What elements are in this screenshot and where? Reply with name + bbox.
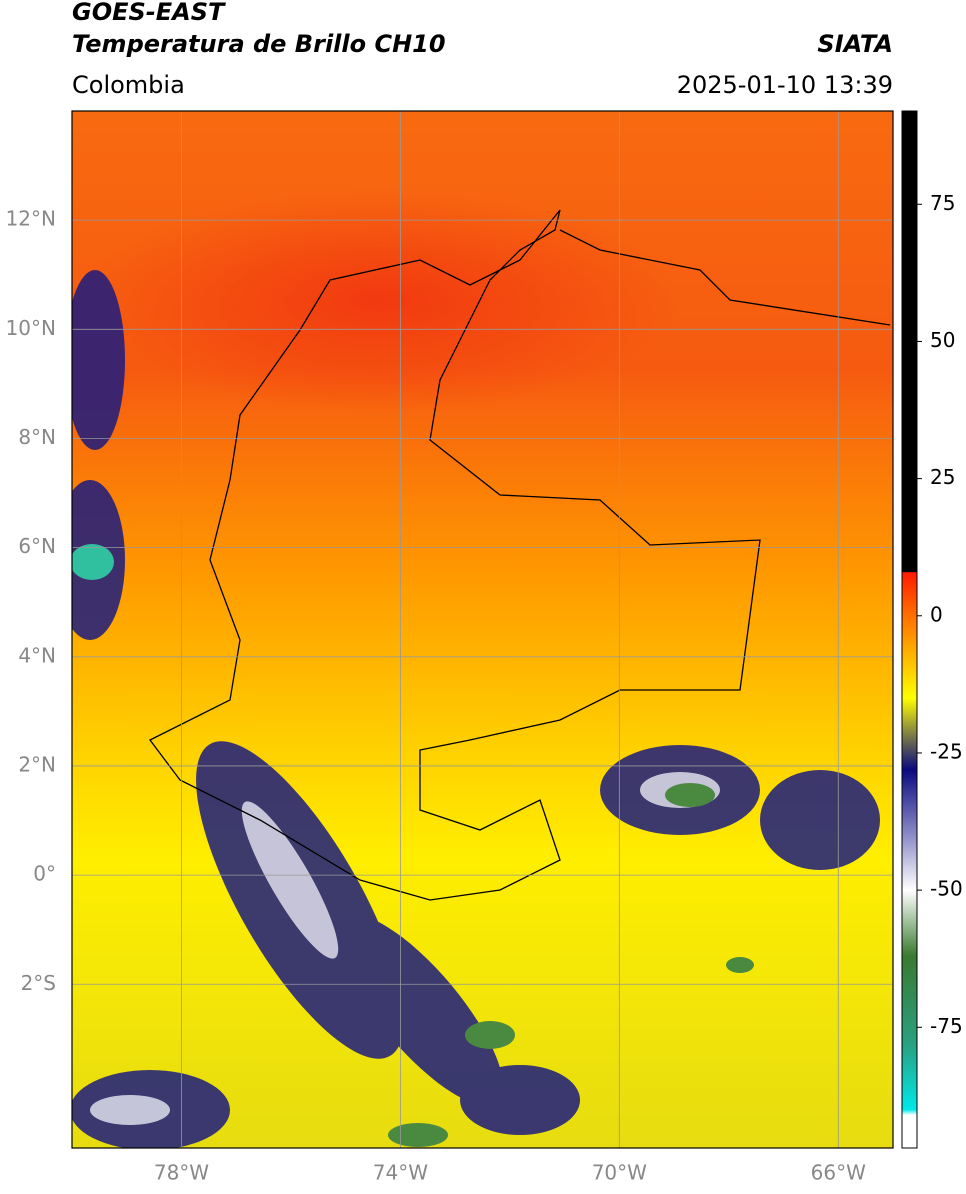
coastline (559, 229, 891, 326)
map-frame (71, 110, 894, 1149)
satellite-image (72, 111, 893, 1148)
x-tick-label: 66°W (811, 1161, 866, 1185)
y-tick-label: 2°S (21, 971, 56, 995)
colorbar-tick-label: -75 (930, 1014, 963, 1038)
y-tick-label: 12°N (6, 207, 56, 231)
source: SIATA (817, 30, 893, 58)
colorbar-tick-label: -25 (930, 739, 963, 763)
colorbar-tick-label: 75 (930, 191, 955, 215)
subtitle: Temperatura de Brillo CH10 (72, 30, 446, 58)
x-tick-label: 70°W (592, 1161, 647, 1185)
y-tick-label: 8°N (18, 425, 56, 449)
cold-tops (388, 783, 754, 1147)
title: GOES-EAST (72, 0, 226, 26)
y-tick-label: 10°N (6, 316, 56, 340)
y-tick-label: 0° (33, 862, 56, 886)
x-tick-label: 78°W (154, 1161, 209, 1185)
graticule (72, 111, 893, 1148)
x-tick-label: 74°W (373, 1161, 428, 1185)
colorbar (901, 110, 918, 1149)
colorbar-tick-label: 25 (930, 465, 955, 489)
cold-top-teal (72, 544, 114, 580)
timestamp: 2025-01-10 13:39 (677, 71, 893, 99)
y-tick-label: 2°N (18, 752, 56, 776)
y-tick-label: 4°N (18, 643, 56, 667)
y-tick-label: 6°N (18, 534, 56, 558)
colorbar-tick-label: -50 (930, 877, 963, 901)
colorbar-tick-label: 50 (930, 328, 955, 352)
region: Colombia (72, 71, 185, 99)
country-border (149, 209, 761, 901)
colorbar-tick-label: 0 (930, 602, 943, 626)
warm-area (80, 190, 680, 410)
